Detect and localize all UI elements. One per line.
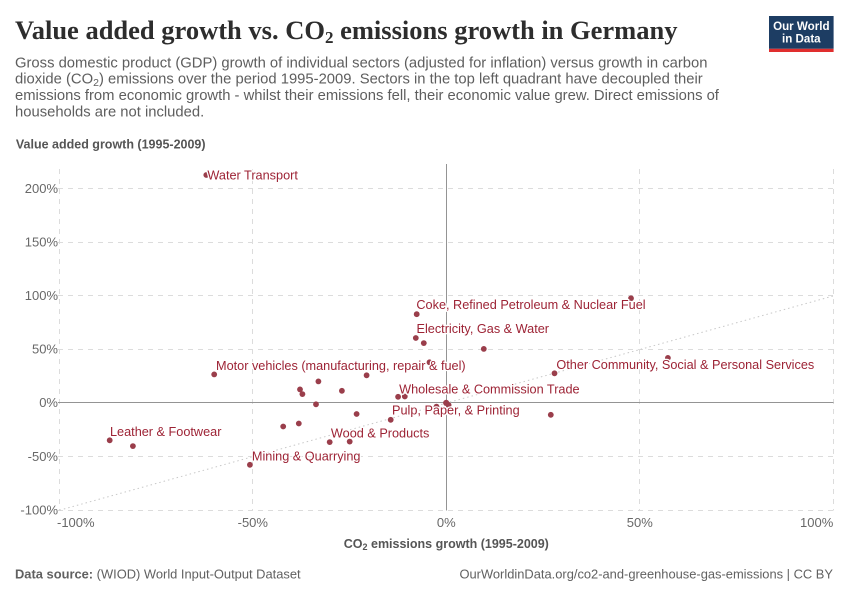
svg-text:Data source: (WIOD) World Inpu: Data source: (WIOD) World Input-Output D…: [15, 567, 301, 582]
svg-text:Our World: Our World: [773, 20, 829, 33]
svg-text:in Data: in Data: [782, 32, 821, 45]
svg-text:Wood & Products: Wood & Products: [331, 427, 430, 441]
svg-text:Value added growth vs. CO2 emi: Value added growth vs. CO2 emissions gro…: [15, 15, 678, 47]
svg-text:OurWorldinData.org/co2-and-gre: OurWorldinData.org/co2-and-greenhouse-ga…: [459, 567, 833, 582]
svg-text:Electricity, Gas & Water: Electricity, Gas & Water: [417, 322, 550, 336]
svg-text:-50%: -50%: [28, 449, 59, 464]
svg-text:0%: 0%: [437, 515, 456, 530]
svg-text:200%: 200%: [25, 181, 59, 196]
svg-text:Wholesale & Commission Trade: Wholesale & Commission Trade: [399, 382, 580, 396]
svg-text:100%: 100%: [800, 515, 834, 530]
svg-text:-50%: -50%: [238, 515, 269, 530]
svg-text:0%: 0%: [39, 395, 58, 410]
svg-text:100%: 100%: [25, 288, 59, 303]
svg-text:dioxide (CO2) emissions over t: dioxide (CO2) emissions over the period …: [15, 72, 703, 90]
svg-text:-100%: -100%: [20, 502, 58, 517]
svg-text:Motor vehicles (manufacturing,: Motor vehicles (manufacturing, repair & …: [216, 359, 466, 373]
svg-text:Leather & Footwear: Leather & Footwear: [110, 425, 222, 439]
svg-text:Water Transport: Water Transport: [207, 168, 298, 182]
svg-text:Other Community, Social & Pers: Other Community, Social & Personal Servi…: [556, 358, 814, 372]
svg-text:Coke, Refined Petroleum & Nucl: Coke, Refined Petroleum & Nuclear Fuel: [416, 298, 645, 312]
svg-text:CO2 emissions growth (1995-200: CO2 emissions growth (1995-2009): [344, 537, 549, 552]
svg-text:Gross domestic product (GDP) g: Gross domestic product (GDP) growth of i…: [15, 55, 707, 71]
svg-text:150%: 150%: [25, 234, 59, 249]
svg-text:households are not included.: households are not included.: [15, 104, 204, 120]
svg-text:Mining & Quarrying: Mining & Quarrying: [252, 450, 361, 464]
svg-text:50%: 50%: [32, 342, 58, 357]
svg-text:emissions from economic growth: emissions from economic growth - whilst …: [15, 88, 720, 104]
svg-text:-100%: -100%: [57, 515, 95, 530]
svg-text:50%: 50%: [627, 515, 653, 530]
svg-text:Value added growth (1995-2009): Value added growth (1995-2009): [16, 138, 206, 152]
svg-text:Pulp, Paper, & Printing: Pulp, Paper, & Printing: [392, 404, 520, 418]
